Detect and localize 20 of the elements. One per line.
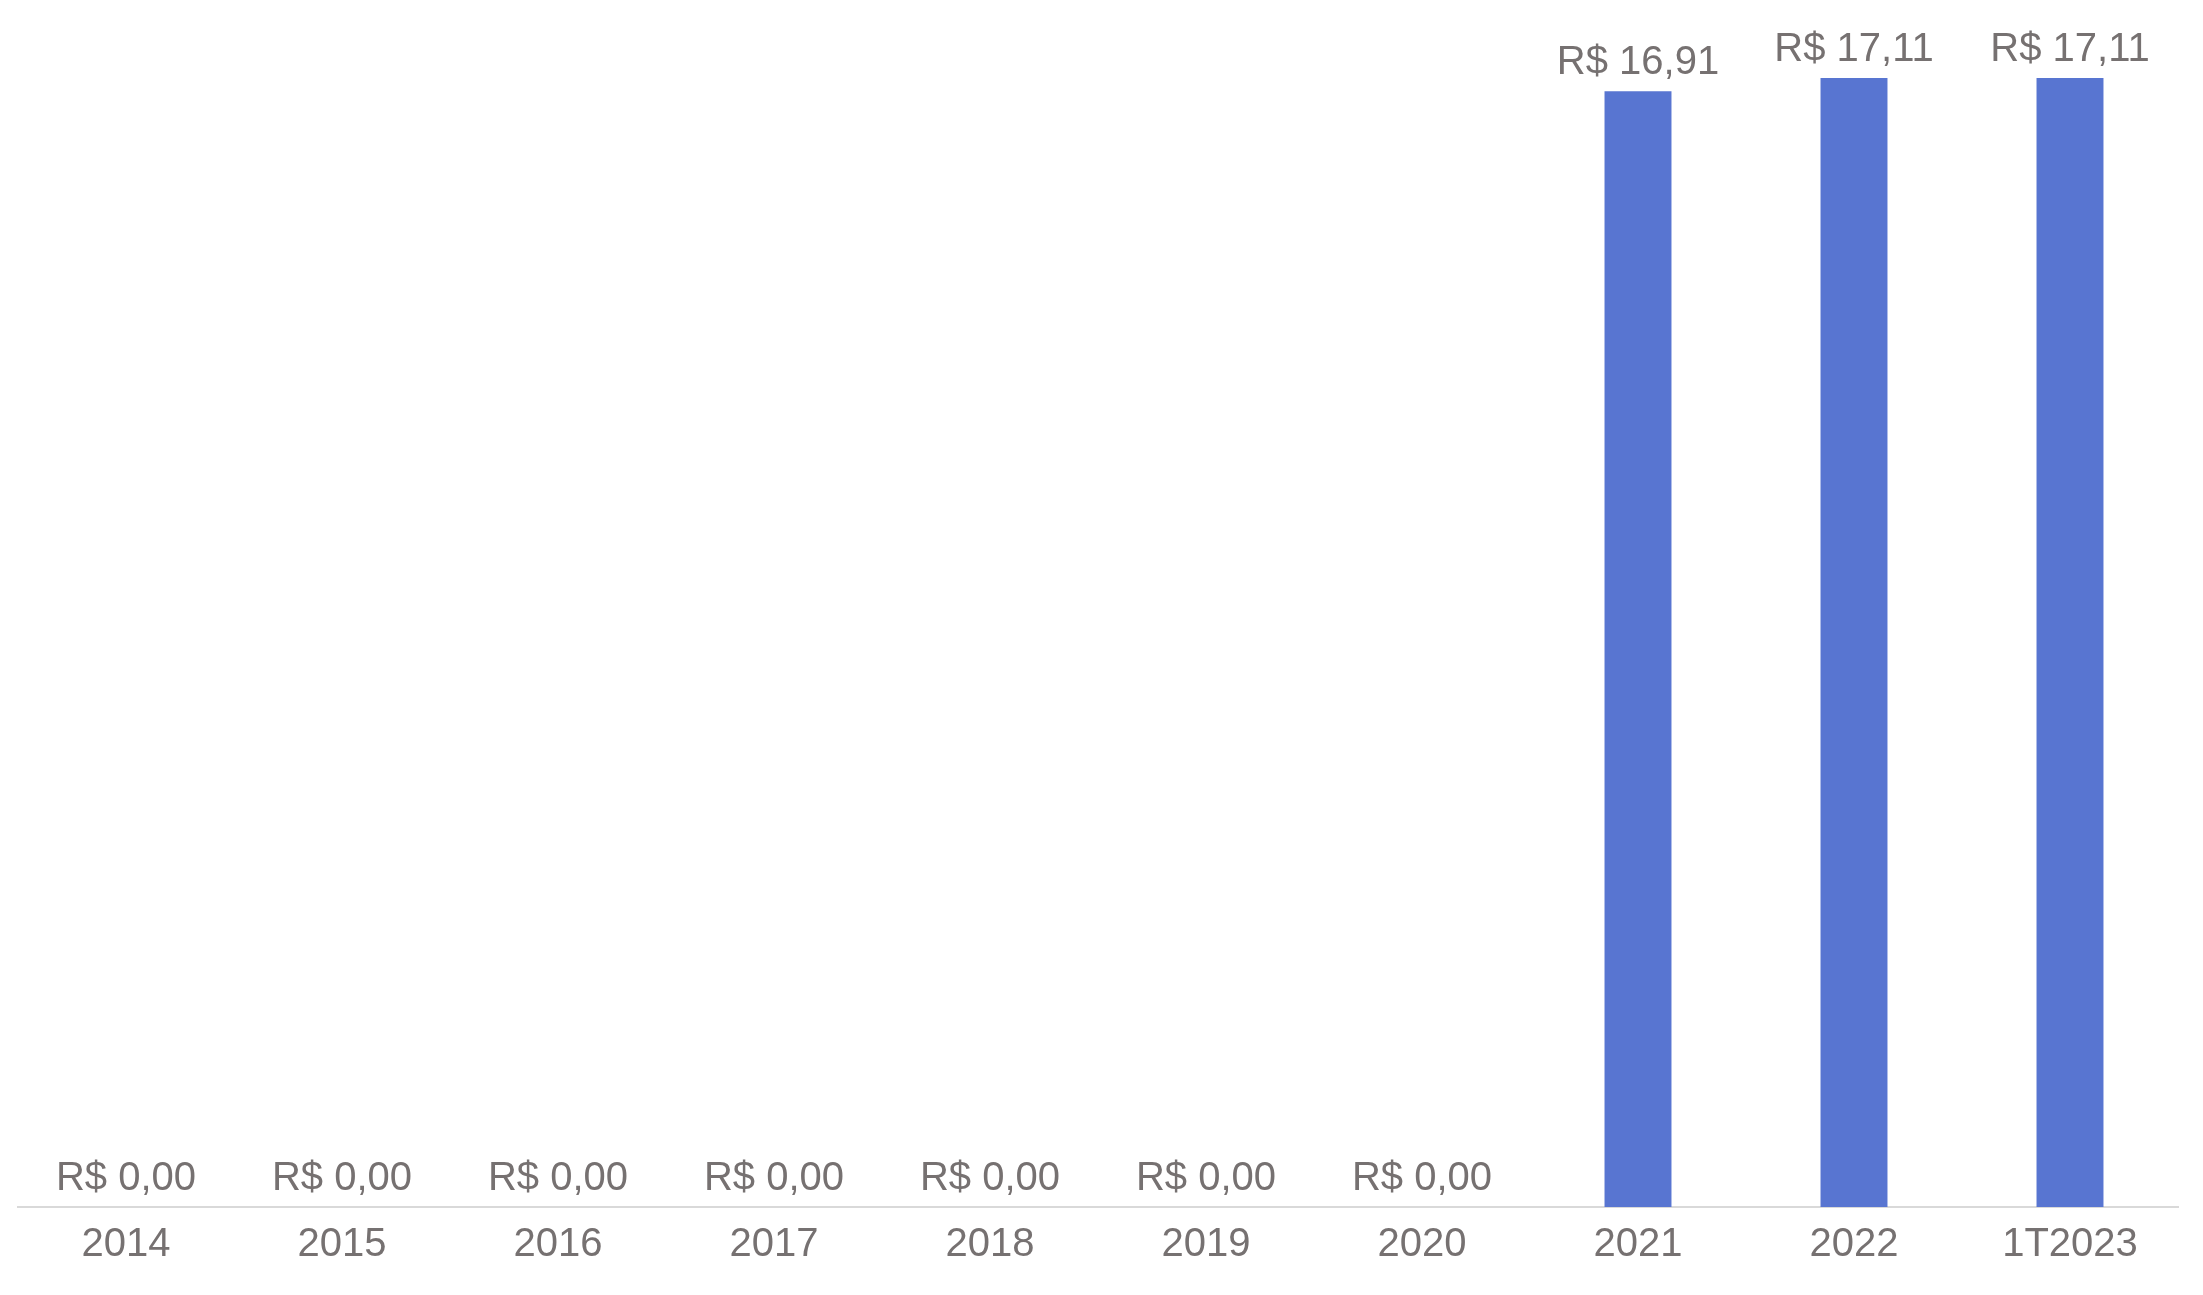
- data-label: R$ 17,11: [1990, 25, 2150, 70]
- x-tick-label: 2017: [729, 1220, 819, 1265]
- data-label: R$ 0,00: [919, 1154, 1061, 1199]
- data-label: R$ 17,11: [1774, 25, 1934, 70]
- x-tick-label: 2016: [513, 1220, 603, 1265]
- x-tick-label: 2022: [1809, 1220, 1899, 1265]
- data-label: R$ 16,91: [1556, 38, 1720, 83]
- x-tick-label: 1T2023: [2002, 1220, 2138, 1265]
- x-tick-label: 2020: [1377, 1220, 1467, 1265]
- x-tick-label: 2019: [1161, 1220, 1251, 1265]
- x-tick-label: 2021: [1593, 1220, 1683, 1265]
- x-tick-label: 2015: [297, 1220, 387, 1265]
- data-label: R$ 0,00: [487, 1154, 629, 1199]
- data-label: R$ 0,00: [703, 1154, 845, 1199]
- x-tick-label: 2014: [81, 1220, 171, 1265]
- data-label: R$ 0,00: [55, 1154, 197, 1199]
- data-label: R$ 0,00: [1351, 1154, 1493, 1199]
- data-label: R$ 0,00: [1135, 1154, 1277, 1199]
- data-label: R$ 0,00: [271, 1154, 413, 1199]
- x-tick-label: 2018: [945, 1220, 1035, 1265]
